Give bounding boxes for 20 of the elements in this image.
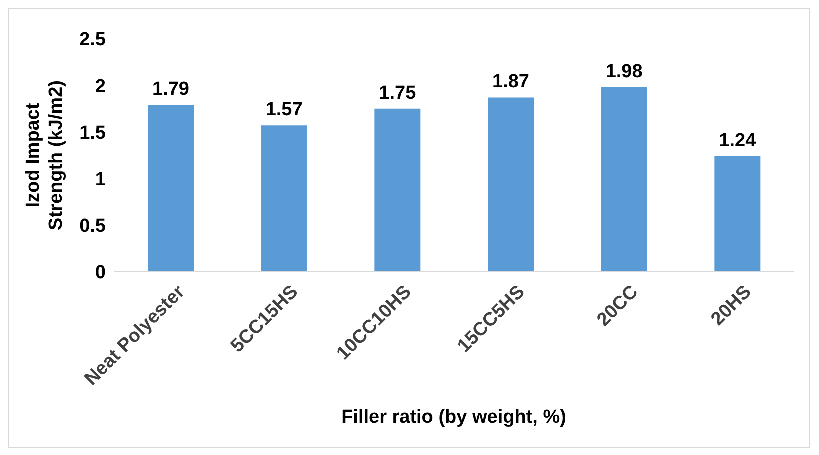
y-tick-label: 2.5 — [80, 30, 106, 51]
bar — [261, 126, 308, 272]
bar — [148, 105, 194, 272]
data-label: 1.79 — [152, 79, 190, 100]
x-axis-title: Filler ratio (by weight, %) — [342, 407, 566, 428]
y-tick-label: 0.5 — [80, 216, 106, 238]
data-label: 1.75 — [379, 82, 417, 104]
data-label: 1.57 — [266, 100, 303, 121]
y-tick-label: 0 — [95, 262, 106, 284]
bar — [374, 108, 421, 272]
data-label: 1.87 — [492, 72, 530, 93]
y-axis-title: Izod Impact Strength (kJ/m2) — [23, 80, 67, 230]
bar — [601, 87, 648, 272]
y-tick-label: 1 — [95, 170, 106, 191]
data-label: 1.24 — [719, 130, 757, 152]
y-tick-label: 1.5 — [80, 122, 106, 144]
data-label: 1.98 — [606, 61, 643, 82]
bar — [714, 156, 761, 272]
y-tick-label: 2 — [95, 76, 106, 98]
bar — [488, 98, 534, 272]
